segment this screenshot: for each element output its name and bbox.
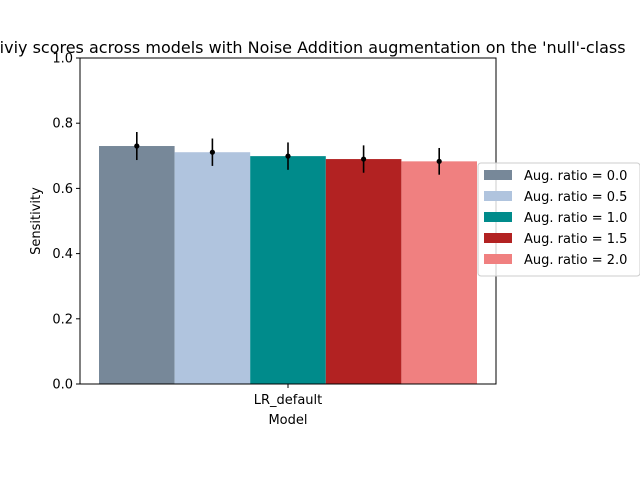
y-tick-label: 0.8 — [52, 117, 73, 132]
y-tick-label: 0.4 — [52, 247, 73, 262]
y-tick-label: 1.0 — [52, 52, 73, 67]
y-tick-label: 0.2 — [52, 312, 73, 327]
y-tick-label: 0.6 — [52, 182, 73, 197]
legend-swatch — [484, 191, 512, 201]
bar — [250, 156, 326, 384]
chart-title: Sensitiviy scores across models with Noi… — [0, 38, 626, 57]
legend-frame — [477, 162, 640, 277]
mean-point — [361, 156, 367, 162]
y-tick-label: 0.0 — [52, 378, 73, 393]
mean-point — [134, 143, 140, 149]
bar — [174, 152, 251, 384]
mean-point — [285, 153, 291, 159]
legend-swatch — [484, 233, 512, 243]
legend-swatch — [484, 254, 512, 264]
legend-label: Aug. ratio = 1.5 — [524, 232, 627, 247]
x-tick-label: LR_default — [254, 393, 323, 408]
legend-label: Aug. ratio = 2.0 — [524, 253, 627, 268]
bars-group — [99, 146, 477, 384]
bar — [325, 159, 402, 384]
x-axis: LR_default — [254, 384, 323, 408]
legend-swatch — [484, 170, 512, 180]
bar — [99, 146, 175, 384]
legend-label: Aug. ratio = 0.5 — [524, 190, 627, 205]
legend-label: Aug. ratio = 0.0 — [524, 169, 627, 184]
legend-swatch — [484, 212, 512, 222]
mean-point — [436, 158, 442, 164]
mean-point — [209, 149, 215, 155]
y-axis: 0.0 0.2 0.4 0.6 0.8 1.0 — [52, 52, 80, 393]
y-axis-label: Sensitivity — [29, 187, 44, 255]
x-axis-label: Model — [268, 413, 307, 428]
bar — [401, 161, 477, 384]
legend: Aug. ratio = 0.0 Aug. ratio = 0.5 Aug. rat… — [477, 162, 640, 277]
error-bars-group — [134, 132, 442, 175]
legend-label: Aug. ratio = 1.0 — [524, 211, 627, 226]
